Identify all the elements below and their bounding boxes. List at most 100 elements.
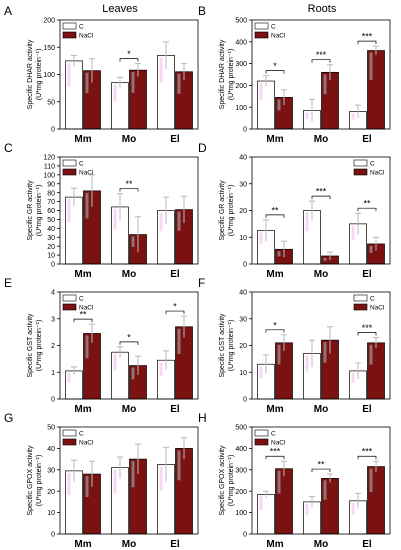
bar-highlight	[177, 450, 181, 481]
x-tick-label-mo: Mo	[314, 404, 328, 415]
column-title-leaves: Leaves	[102, 3, 138, 15]
bar-highlight	[369, 52, 373, 80]
y-tick-label: 300	[235, 467, 247, 474]
y-tick-label: 400	[235, 446, 247, 453]
bar-highlight	[323, 74, 327, 95]
chart-panel-d: D 0 10 20 30 40 Specific GR activity (U*mg prot…	[198, 141, 391, 280]
bar-highlight	[131, 72, 135, 93]
y-tick-label: 0	[243, 397, 247, 404]
y-axis-label: Specific GPOX activity (U*mg protein⁻¹)	[27, 445, 43, 516]
y-axis-label: Specific DHAR activity (U*mg protein⁻¹)	[27, 39, 43, 109]
y-tick-label: 10	[239, 235, 247, 242]
significance-label: ***	[362, 32, 373, 42]
y-axis-label: Specific GR activity (U*mg protein⁻¹)	[219, 180, 235, 241]
x-tick-label-mo: Mo	[314, 269, 328, 280]
bar-highlight	[85, 476, 89, 498]
bar-highlight	[159, 466, 163, 491]
significance-label: **	[79, 310, 87, 320]
significance-label: *	[127, 332, 131, 342]
chart-panel-f: F 0 10 20 30 40 Specific GST activity (U*mg pro…	[198, 276, 391, 415]
chart-panel-g: G 0 10 20 30 40 50 Specific GPOX activity (U*mg …	[4, 411, 199, 550]
bar-highlight	[131, 236, 135, 247]
bar-highlight	[369, 245, 373, 253]
y-tick-label: 50	[47, 99, 55, 106]
y-tick-label: 50	[47, 217, 55, 224]
x-tick-label-mm: Mm	[74, 269, 91, 280]
significance-label: **	[363, 199, 371, 209]
bar-highlight	[277, 470, 281, 494]
bar-highlight	[323, 342, 327, 363]
bar-highlight	[351, 225, 355, 240]
x-tick-label-el: El	[170, 134, 180, 145]
y-axis-label-line: (U*mg protein⁻¹)	[36, 49, 43, 101]
legend-label: NaCl	[79, 305, 94, 312]
y-tick-label: 50	[47, 425, 55, 432]
significance-bracket	[311, 59, 331, 63]
bar-highlight	[131, 367, 135, 380]
legend-label: NaCl	[79, 440, 94, 447]
y-tick-label: 500	[235, 425, 247, 432]
legend-swatch	[353, 303, 368, 311]
y-axis-label-line: (U*mg protein⁻¹)	[36, 185, 43, 237]
significance-bracket	[311, 468, 331, 473]
significance-bracket	[357, 332, 377, 336]
plot-frame	[251, 291, 391, 400]
plot-frame	[59, 426, 199, 535]
bar-highlight	[113, 208, 117, 229]
y-tick-label: 200	[235, 83, 247, 90]
y-axis-label: Specific GPOX activity (U*mg protein⁻¹)	[219, 445, 235, 516]
significance-label: *	[127, 49, 131, 59]
bar-highlight	[351, 372, 355, 383]
legend-label: NaCl	[79, 33, 94, 40]
panel-letter: G	[4, 411, 13, 425]
y-tick-label: 2	[51, 343, 55, 350]
x-tick-label-el: El	[362, 134, 372, 145]
y-axis-label: Specific GST activity (U*mg protein⁻¹)	[219, 313, 235, 378]
y-tick-label: 150	[43, 45, 55, 52]
significance-bracket	[119, 188, 139, 192]
x-tick-label-el: El	[362, 539, 372, 550]
significance-label: ***	[362, 323, 373, 333]
bar-highlight	[305, 112, 309, 119]
legend-swatch	[62, 429, 77, 437]
bar-highlight	[85, 192, 89, 219]
legend-label: C	[79, 431, 84, 438]
y-tick-label: 0	[51, 532, 55, 539]
bar-highlight	[177, 211, 181, 231]
y-axis-label-line: (U*mg protein⁻¹)	[36, 320, 43, 372]
legend-label: NaCl	[79, 170, 94, 177]
y-axis-label: Specific DHAR activity (U*mg protein⁻¹)	[219, 39, 235, 109]
bar-highlight	[369, 468, 373, 493]
panel-letter: C	[4, 141, 13, 155]
chart-panel-e: E 0 1 2 3 4 Specific GST activity (U*mg protein…	[4, 276, 199, 415]
y-tick-label: 500	[235, 18, 247, 25]
panel-letter: D	[198, 141, 207, 155]
y-tick-label: 0	[51, 262, 55, 269]
bar-highlight	[113, 469, 117, 493]
panel-letter: F	[198, 276, 205, 290]
legend-swatch	[353, 294, 368, 302]
bar-highlight	[323, 480, 327, 500]
significance-label: ***	[362, 447, 373, 457]
significance-label: *	[273, 61, 277, 71]
x-tick-label-mm: Mm	[74, 539, 91, 550]
x-tick-label-el: El	[170, 269, 180, 280]
legend-label: NaCl	[271, 440, 286, 447]
y-axis-label-line: (U*mg protein⁻¹)	[228, 455, 235, 507]
bar-highlight	[159, 362, 163, 376]
x-tick-label-el: El	[362, 269, 372, 280]
y-tick-label: 400	[235, 39, 247, 46]
bar-highlight	[177, 73, 181, 94]
x-tick-label-mm: Mm	[266, 269, 283, 280]
y-axis-label: Specific GST activity (U*mg protein⁻¹)	[27, 313, 43, 378]
y-tick-label: 10	[239, 370, 247, 377]
legend-swatch	[254, 438, 269, 446]
y-tick-label: 30	[47, 467, 55, 474]
y-tick-label: 30	[239, 316, 247, 323]
significance-label: **	[317, 460, 325, 470]
y-tick-label: 60	[47, 208, 55, 215]
legend-swatch	[62, 438, 77, 446]
y-tick-label: 40	[47, 446, 55, 453]
bar-highlight	[351, 113, 355, 120]
